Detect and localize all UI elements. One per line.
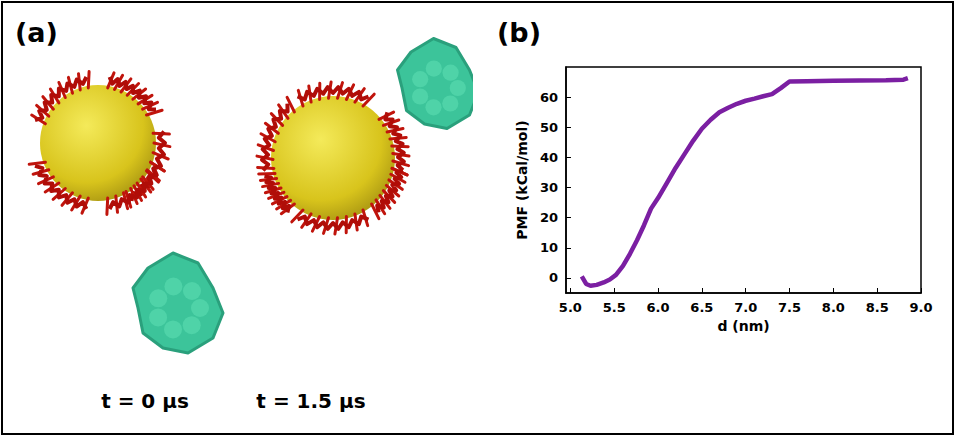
- svg-text:10: 10: [540, 240, 558, 255]
- html-text:(b): (b): [497, 17, 541, 48]
- svg-text:8.5: 8.5: [866, 300, 889, 315]
- svg-text:8.0: 8.0: [822, 300, 845, 315]
- svg-text:t = 1.5 μs: t = 1.5 μs: [256, 389, 365, 413]
- svg-text:6.5: 6.5: [690, 300, 713, 315]
- svg-text:PMF (kCal/mol): PMF (kCal/mol): [514, 120, 530, 239]
- svg-text:0: 0: [549, 270, 558, 285]
- svg-text:50: 50: [540, 120, 558, 135]
- html-text:(a): (a): [15, 17, 58, 48]
- svg-text:7.0: 7.0: [734, 300, 757, 315]
- svg-text:t = 0 μs: t = 0 μs: [101, 389, 189, 413]
- svg-text:5.0: 5.0: [559, 300, 582, 315]
- svg-text:d (nm): d (nm): [717, 318, 769, 334]
- svg-text:7.5: 7.5: [778, 300, 801, 315]
- svg-text:30: 30: [540, 180, 558, 195]
- svg-text:9.0: 9.0: [909, 300, 932, 315]
- svg-text:6.0: 6.0: [647, 300, 670, 315]
- svg-text:20: 20: [540, 210, 558, 225]
- svg-text:5.5: 5.5: [603, 300, 626, 315]
- svg-text:40: 40: [540, 150, 558, 165]
- svg-text:60: 60: [540, 90, 558, 105]
